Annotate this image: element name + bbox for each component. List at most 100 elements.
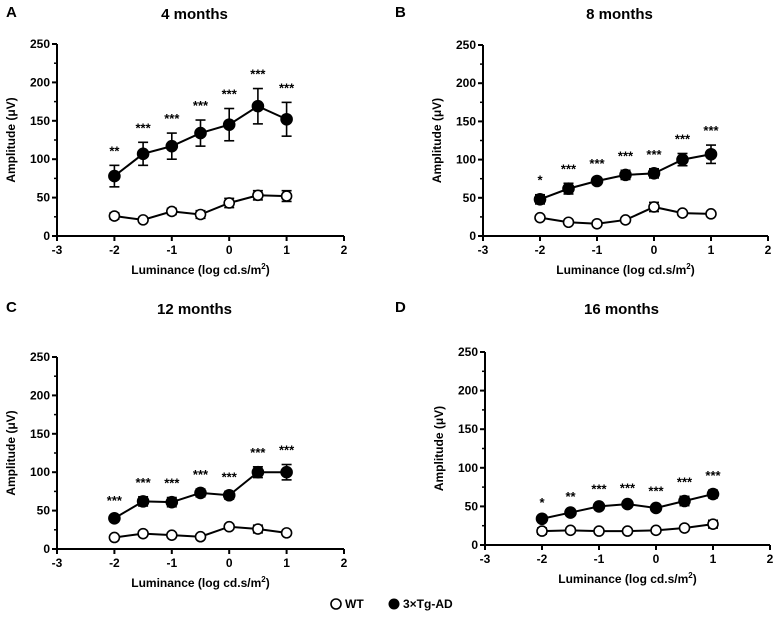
panel-letter: C	[6, 299, 17, 316]
data-point	[536, 525, 548, 537]
y-tick-label: 100	[458, 461, 478, 475]
series-wt	[534, 201, 717, 230]
y-axis-label: Amplitude (μV)	[430, 98, 444, 183]
x-axis-label: Luminance (log cd.s/m2)	[558, 571, 696, 586]
y-tick-label: 0	[43, 229, 50, 243]
data-point	[223, 197, 235, 209]
significance-label: ***	[193, 98, 209, 113]
data-point	[251, 465, 265, 479]
panel-letter: D	[395, 299, 406, 316]
y-tick-label: 250	[30, 350, 50, 364]
y-tick-label: 200	[30, 75, 50, 89]
y-tick-label: 150	[30, 427, 50, 441]
data-point	[194, 530, 207, 543]
x-tick-label: 2	[341, 556, 348, 570]
legend-marker-wt	[330, 598, 342, 610]
data-point	[535, 512, 549, 526]
data-point	[621, 525, 634, 537]
data-point	[222, 118, 236, 131]
data-point	[137, 527, 149, 540]
y-tick-label: 250	[30, 37, 50, 51]
data-point	[676, 153, 689, 166]
data-point	[564, 506, 577, 519]
y-tick-label: 150	[30, 114, 50, 128]
series-3xtg	[108, 87, 293, 188]
y-axis-label: Amplitude (μV)	[4, 97, 18, 182]
y-tick-label: 50	[37, 191, 51, 205]
data-point	[280, 465, 293, 479]
x-tick-label: 2	[765, 243, 772, 257]
data-point	[136, 495, 150, 508]
data-point	[252, 189, 264, 202]
y-tick-label: 100	[456, 153, 476, 167]
data-point	[222, 488, 236, 502]
y-tick-label: 150	[458, 422, 478, 436]
x-axis-label-end: )	[266, 263, 270, 277]
data-point	[166, 205, 178, 218]
x-tick-label: 2	[767, 552, 774, 566]
legend-label-3xtg: 3×Tg-AD	[403, 597, 453, 611]
y-tick-label: 50	[465, 499, 479, 513]
significance-label: ***	[279, 443, 295, 458]
data-point	[591, 217, 603, 230]
significance-label: **	[109, 143, 120, 158]
significance-label: ***	[646, 147, 662, 162]
data-point	[194, 126, 207, 140]
data-point	[108, 210, 121, 222]
significance-label: ***	[107, 493, 123, 508]
data-point	[251, 99, 265, 113]
data-point	[564, 524, 577, 537]
significance-label: ***	[561, 161, 577, 176]
x-axis-label-sup: 2	[686, 262, 691, 271]
panel-title: 12 months	[157, 301, 232, 318]
data-point	[108, 169, 121, 183]
x-axis-label: Luminance (log cd.s/m2)	[556, 262, 694, 277]
significance-label: ***	[703, 123, 719, 138]
significance-label: ***	[589, 156, 605, 171]
significance-label: ***	[618, 148, 634, 163]
series-3xtg	[533, 144, 718, 206]
significance-label: ***	[705, 468, 721, 483]
data-point	[194, 486, 207, 500]
x-tick-label: 2	[341, 243, 348, 257]
data-point	[562, 216, 575, 229]
series-wt	[108, 189, 293, 226]
significance-label: ***	[677, 474, 693, 489]
data-point	[533, 193, 547, 206]
panel-letter: A	[6, 4, 17, 21]
series-3xtg	[535, 487, 720, 526]
data-point	[252, 523, 264, 535]
x-axis-label-main: Luminance (log cd.s/m	[131, 263, 261, 277]
data-point	[678, 494, 691, 508]
x-axis-label-sup: 2	[261, 262, 266, 271]
x-tick-label: -1	[166, 243, 177, 257]
significance-label: *	[539, 495, 545, 510]
data-point	[678, 522, 691, 534]
x-tick-label: -3	[52, 243, 63, 257]
data-point	[165, 139, 179, 153]
significance-label: ***	[222, 87, 238, 102]
x-axis-label-main: Luminance (log cd.s/m	[131, 576, 261, 590]
legend-label-wt: WT	[345, 597, 364, 611]
data-point	[280, 112, 293, 126]
x-tick-label: 0	[653, 552, 660, 566]
data-point	[165, 495, 179, 509]
data-point	[592, 500, 606, 513]
significance-label: ***	[675, 131, 691, 146]
x-axis-label-end: )	[693, 572, 697, 586]
x-tick-label: -3	[480, 552, 491, 566]
data-point	[534, 211, 546, 224]
x-tick-label: -2	[535, 243, 546, 257]
x-tick-label: -2	[109, 556, 120, 570]
x-tick-label: 0	[651, 243, 658, 257]
data-point	[166, 529, 178, 541]
y-tick-label: 200	[30, 388, 50, 402]
y-axis-label: Amplitude (μV)	[432, 406, 446, 491]
data-point	[108, 531, 121, 544]
y-tick-label: 200	[456, 76, 476, 90]
significance-label: ***	[620, 481, 636, 496]
data-point	[136, 147, 150, 161]
x-tick-label: 1	[708, 243, 715, 257]
